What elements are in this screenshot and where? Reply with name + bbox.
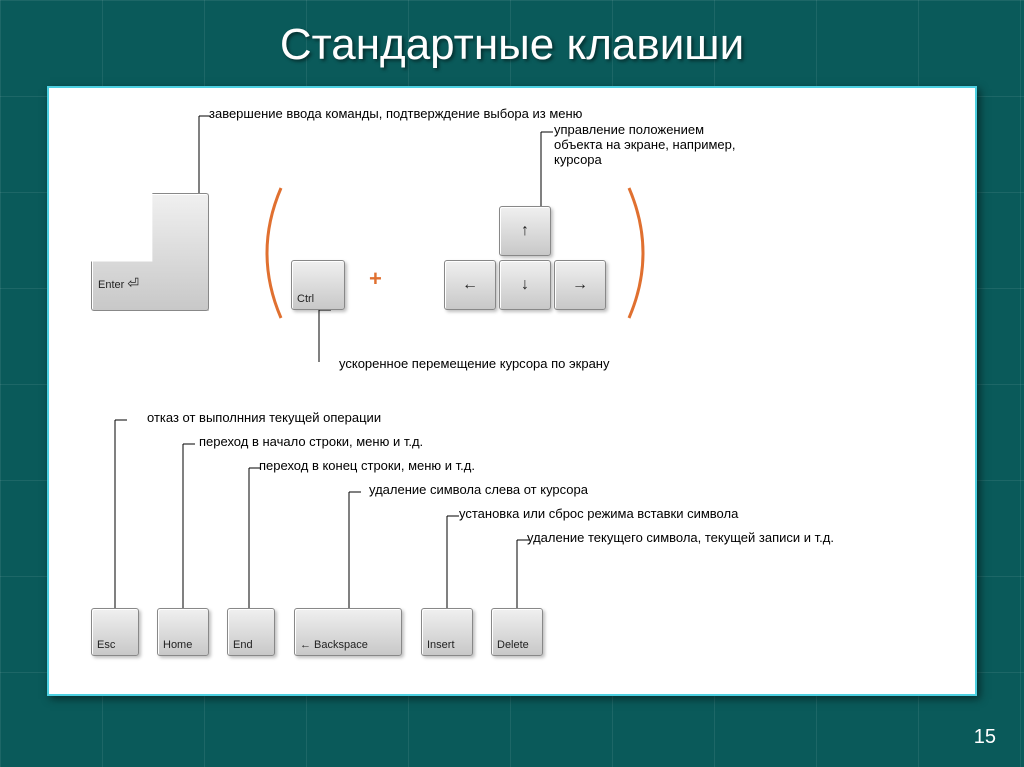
down-arrow-icon: ↓ bbox=[521, 276, 529, 294]
up-arrow-key: ↑ bbox=[499, 206, 551, 256]
delete-key: Delete bbox=[491, 608, 543, 656]
left-arrow-icon: ← bbox=[462, 276, 478, 294]
backspace-key-label: Backspace bbox=[314, 639, 368, 651]
insert-key: Insert bbox=[421, 608, 473, 656]
arrows-desc-line1: управление положением bbox=[554, 122, 704, 137]
enter-arrow-icon: ⏎ bbox=[127, 275, 139, 291]
insert-desc-label: установка или сброс режима вставки симво… bbox=[459, 506, 738, 521]
delete-desc-label: удаление текущего символа, текущей запис… bbox=[527, 530, 834, 545]
end-key: End bbox=[227, 608, 275, 656]
home-key-label: Home bbox=[163, 639, 192, 651]
up-arrow-icon: ↑ bbox=[521, 222, 529, 240]
end-desc-label: переход в конец строки, меню и т.д. bbox=[259, 458, 475, 473]
left-arrow-key: ← bbox=[444, 260, 496, 310]
ctrl-arrows-desc-label: ускоренное перемещение курсора по экрану bbox=[339, 356, 609, 371]
arrows-desc-line3: курсора bbox=[554, 152, 602, 167]
esc-key-label: Esc bbox=[97, 639, 115, 651]
backspace-desc-label: удаление символа слева от курсора bbox=[369, 482, 588, 497]
end-key-label: End bbox=[233, 639, 253, 651]
backspace-arrow-icon: ← bbox=[300, 639, 311, 651]
arrows-desc-label: управление положением объекта на экране,… bbox=[554, 122, 735, 167]
slide-title: Стандартные клавиши bbox=[0, 0, 1024, 70]
enter-desc-label: завершение ввода команды, подтверждение … bbox=[209, 106, 582, 121]
slide-number: 15 bbox=[974, 726, 996, 749]
home-desc-label: переход в начало строки, меню и т.д. bbox=[199, 434, 423, 449]
backspace-key: ← Backspace bbox=[294, 608, 402, 656]
delete-key-label: Delete bbox=[497, 639, 529, 651]
esc-desc-label: отказ от выполнния текущей операции bbox=[147, 410, 381, 425]
plus-icon: + bbox=[369, 266, 382, 292]
ctrl-key-label: Ctrl bbox=[297, 293, 314, 305]
arrows-desc-line2: объекта на экране, например, bbox=[554, 137, 735, 152]
right-arrow-icon: → bbox=[572, 276, 588, 294]
esc-key: Esc bbox=[91, 608, 139, 656]
down-arrow-key: ↓ bbox=[499, 260, 551, 310]
right-arrow-key: → bbox=[554, 260, 606, 310]
diagram-panel: завершение ввода команды, подтверждение … bbox=[47, 86, 977, 696]
enter-key-label: Enter bbox=[98, 279, 124, 291]
home-key: Home bbox=[157, 608, 209, 656]
insert-key-label: Insert bbox=[427, 639, 455, 651]
connector-svg bbox=[49, 88, 979, 698]
ctrl-key: Ctrl bbox=[291, 260, 345, 310]
